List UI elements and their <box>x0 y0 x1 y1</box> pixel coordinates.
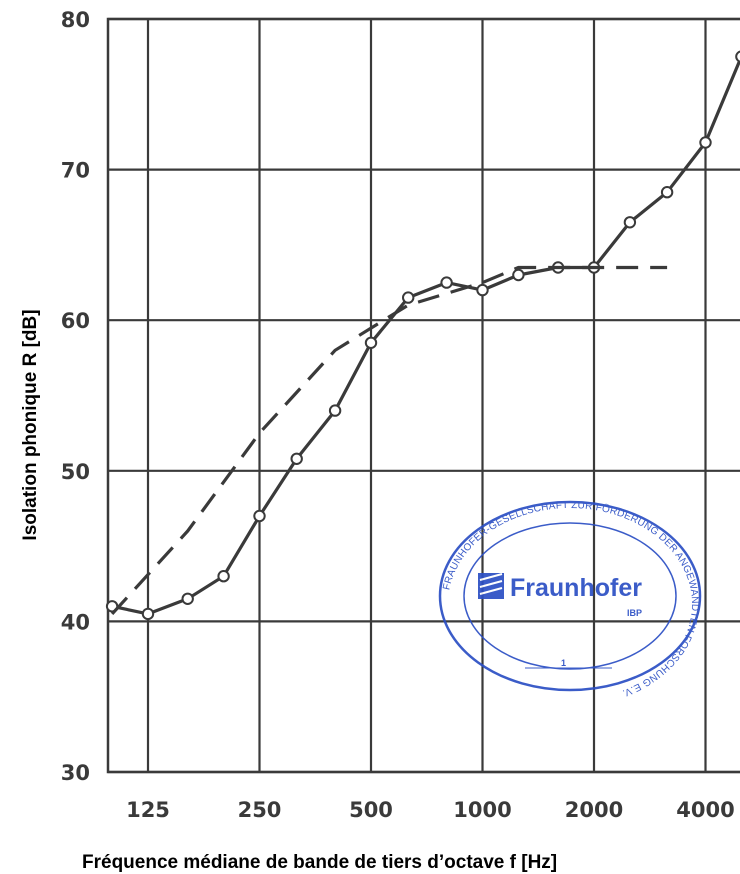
series-dashed-line <box>110 265 668 615</box>
series-layer <box>105 50 740 621</box>
data-point <box>512 268 525 282</box>
data-point <box>364 336 378 349</box>
series-measured-line <box>111 55 740 616</box>
x-tick-labels: 125 250 500 1000 2000 4000 <box>126 798 735 822</box>
y-axis-title: Isolation phonique R [dB] <box>20 309 41 540</box>
fraunhofer-logo-icon <box>478 573 504 599</box>
x-tick-label: 250 <box>238 798 282 822</box>
x-tick-label: 2000 <box>565 798 623 822</box>
plot-frame <box>106 17 740 774</box>
y-tick-label: 50 <box>61 460 90 484</box>
y-tick-label: 60 <box>61 309 90 333</box>
y-tick-label: 80 <box>61 8 90 32</box>
y-tick-label: 70 <box>61 159 90 183</box>
data-point <box>290 452 303 465</box>
data-point <box>328 404 342 417</box>
data-point <box>402 291 415 304</box>
data-point <box>141 607 155 621</box>
stamp-unit: IBP <box>627 608 642 618</box>
stamp-number: 1 <box>561 658 566 668</box>
grid <box>106 17 740 774</box>
data-point <box>623 216 637 229</box>
y-tick-labels: 30 40 50 60 70 80 <box>61 8 90 785</box>
data-point <box>476 283 489 297</box>
data-point <box>217 570 230 583</box>
x-tick-label: 500 <box>349 798 393 822</box>
x-tick-label: 4000 <box>676 798 734 822</box>
data-point <box>181 592 194 605</box>
y-tick-label: 30 <box>61 761 90 785</box>
data-point <box>699 136 712 149</box>
stamp-inner-ring <box>463 522 677 670</box>
data-point <box>735 50 740 63</box>
data-point <box>253 509 266 523</box>
stamp-outer-ring <box>438 500 702 692</box>
x-tick-label: 125 <box>126 798 170 822</box>
data-point <box>660 186 674 199</box>
x-axis-title: Fréquence médiane de bande de tiers d’oc… <box>82 852 557 873</box>
stamp-brand: Fraunhofer <box>510 574 642 602</box>
x-tick-label: 1000 <box>453 798 511 822</box>
data-point <box>440 276 453 289</box>
y-tick-label: 40 <box>61 610 90 634</box>
fraunhofer-stamp: FRAUNHOFER-GESELLSCHAFT ZUR FÖRDERUNG DE… <box>438 500 702 698</box>
